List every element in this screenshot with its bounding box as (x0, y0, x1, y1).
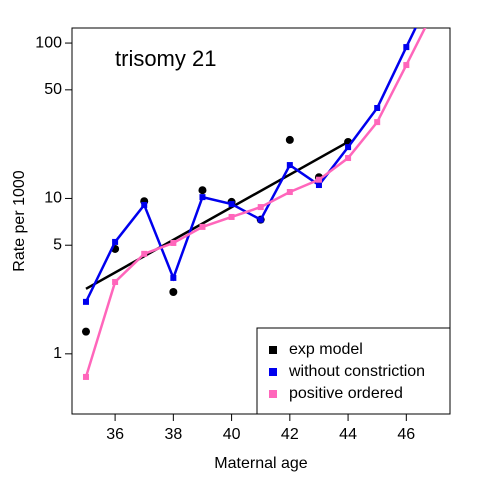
point (403, 62, 410, 69)
legend-label: positive ordered (289, 385, 403, 402)
y-tick-label: 1 (53, 345, 62, 362)
point (170, 274, 177, 281)
point (82, 298, 89, 305)
point (82, 373, 89, 380)
x-tick-label: 42 (281, 426, 299, 443)
point (228, 213, 235, 220)
point (286, 162, 293, 169)
x-tick-label: 44 (339, 426, 357, 443)
point (141, 250, 148, 257)
point (315, 176, 322, 183)
point (112, 278, 119, 285)
point (257, 216, 264, 223)
point (198, 186, 207, 195)
x-axis-label: Maternal age (214, 455, 307, 472)
legend-swatch (269, 346, 277, 354)
x-tick-label: 46 (397, 426, 415, 443)
y-tick-label: 100 (35, 34, 62, 51)
plot-area (81, 4, 438, 380)
chart-title: trisomy 21 (115, 46, 216, 71)
point (374, 105, 381, 112)
point (432, 4, 438, 10)
point (170, 239, 177, 246)
point (345, 155, 352, 162)
x-tick-label: 38 (164, 426, 182, 443)
y-axis-label: Rate per 1000 (11, 170, 28, 272)
x-tick-label: 40 (223, 426, 241, 443)
legend-label: exp model (289, 341, 363, 358)
legend-label: without constriction (288, 363, 425, 380)
point (257, 204, 264, 211)
fit-line (85, 140, 349, 290)
point (199, 194, 206, 201)
point (403, 44, 410, 51)
x-tick-label: 36 (106, 426, 124, 443)
legend-box (256, 327, 451, 415)
point (374, 119, 381, 126)
y-tick-label: 50 (44, 81, 62, 98)
point (286, 189, 293, 196)
point (315, 182, 322, 189)
point (81, 327, 90, 336)
y-tick-label: 10 (44, 190, 62, 207)
legend-swatch (269, 368, 277, 376)
y-tick-label: 5 (53, 236, 62, 253)
legend-swatch (269, 390, 277, 398)
point (112, 238, 119, 245)
point (141, 201, 148, 208)
point (169, 287, 178, 296)
point (228, 201, 235, 208)
point (199, 223, 206, 230)
point (285, 135, 294, 144)
point (345, 144, 352, 151)
